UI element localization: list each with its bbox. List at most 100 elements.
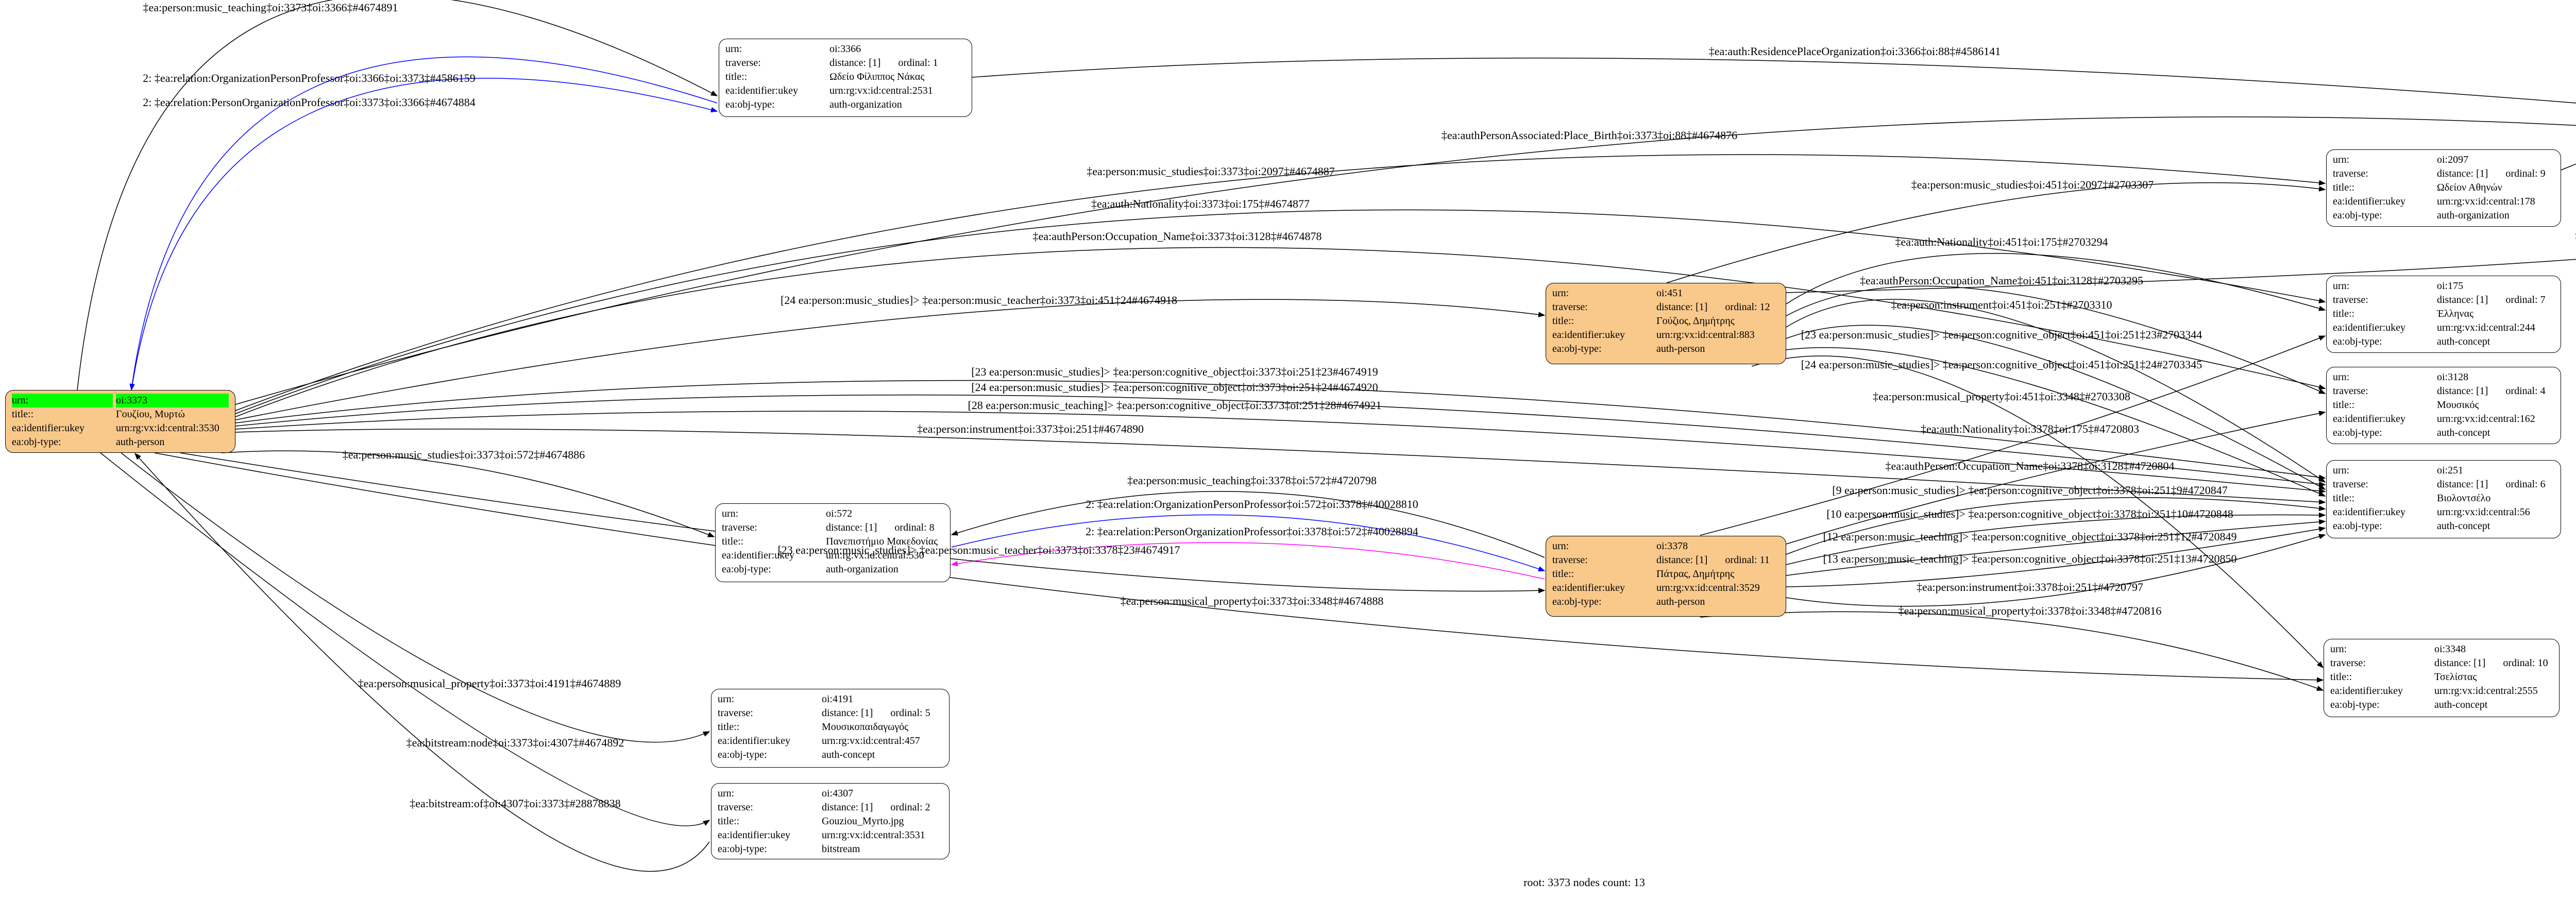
field-label: ea:identifier:ukey bbox=[1552, 582, 1625, 593]
field-value: auth-person bbox=[116, 436, 165, 448]
field-label: urn: bbox=[2333, 280, 2350, 292]
edge-label-oi3373-oi3128: ‡ea:authPerson:Occupation_Name‡oi:3373‡o… bbox=[1032, 230, 1322, 243]
edge-label-oi3373-oi3366: ‡ea:person:music_teaching‡oi:3373‡oi:336… bbox=[143, 1, 398, 14]
field-value: urn:rg:vx:id:central:2555 bbox=[2434, 685, 2538, 697]
field-label: urn: bbox=[718, 788, 735, 799]
node-oi4191[interactable]: urn: oi:4191 traverse: distance: [1] ordinal… bbox=[711, 689, 950, 768]
edge-label-oi3373-oi4307: ‡ea:bitstream:node‡oi:3373‡oi:4307‡#4674… bbox=[406, 736, 624, 749]
edge-label-oi3373-oi175: ‡ea:auth:Nationality‡oi:3373‡oi:175‡#467… bbox=[1091, 197, 1310, 210]
edge-label-oi3378-oi3348: ‡ea:person:musical_property‡oi:3378‡oi:3… bbox=[1898, 604, 2162, 617]
edge-label-oi3373-oi451: [24 ea:person:music_studies]> ‡ea:person… bbox=[780, 294, 1178, 307]
edge-line-oi3373-oi175 bbox=[235, 209, 2326, 414]
edge-line-oi3373-oi3366 bbox=[131, 78, 718, 392]
edge-line-oi3373-oi572 bbox=[221, 450, 715, 537]
field-label: title:: bbox=[718, 721, 740, 733]
edge-line-oi572-oi3378 bbox=[951, 514, 1546, 572]
field-label: ea:identifier:ukey bbox=[2333, 196, 2406, 207]
field-value: urn:rg:vx:id:central:3530 bbox=[116, 422, 219, 434]
field-label: ea:identifier:ukey bbox=[2333, 322, 2406, 333]
edge-line-oi3378-oi572 bbox=[951, 542, 1545, 580]
node-oi3128[interactable]: urn: oi:3128 traverse: distance: [1] ordinal… bbox=[2326, 367, 2561, 444]
edge-line-oi3366-oi88 bbox=[972, 57, 2576, 104]
traverse-distance: distance: [1] bbox=[2437, 294, 2488, 306]
field-label: ea:identifier:ukey bbox=[722, 550, 795, 561]
field-label: traverse: bbox=[1552, 301, 1588, 313]
field-value: urn:rg:vx:id:central:2531 bbox=[829, 85, 933, 96]
field-label: urn: bbox=[2333, 154, 2350, 165]
field-value: distance: [1] ordinal: 2 bbox=[822, 801, 943, 815]
field-value: urn:rg:vx:id:central:162 bbox=[2437, 413, 2535, 425]
traverse-distance: distance: [1] bbox=[826, 522, 877, 533]
field-value: Gouziou_Myrto.jpg bbox=[822, 816, 904, 827]
edge-label-oi3378-oi3128: ‡ea:authPerson:Occupation_Name‡oi:3378‡o… bbox=[1885, 460, 2175, 472]
field-label: urn: bbox=[12, 394, 113, 408]
traverse-distance: distance: [1] bbox=[2437, 385, 2488, 397]
field-value: auth-organization bbox=[829, 99, 902, 110]
edge-label-oi3373-oi88: ‡ea:authPersonAssociated:Place_Birth‡oi:… bbox=[1441, 129, 1738, 142]
field-value: auth-concept bbox=[2434, 699, 2488, 710]
node-oi3348[interactable]: urn: oi:3348 traverse: distance: [1] ordinal… bbox=[2324, 639, 2560, 717]
edge-label-oi3373-oi251: [24 ea:person:music_studies]> ‡ea:person… bbox=[971, 381, 1378, 394]
edge-line-oi3378-oi175 bbox=[1700, 335, 2326, 536]
field-value: Βιολοντσέλο bbox=[2437, 493, 2491, 504]
field-value: distance: [1] ordinal: 9 bbox=[2437, 167, 2554, 181]
edge-line-oi3378-oi251 bbox=[1786, 519, 2326, 576]
traverse-ordinal: ordinal: 12 bbox=[1725, 301, 1770, 313]
field-value: oi:2097 bbox=[2437, 154, 2469, 165]
field-label: ea:identifier:ukey bbox=[2330, 685, 2403, 697]
field-label: ea:obj-type: bbox=[12, 436, 61, 448]
field-value: oi:572 bbox=[826, 508, 853, 519]
field-label: ea:identifier:ukey bbox=[718, 829, 791, 841]
field-value: Πανεπιστήμιο Μακεδονίας bbox=[826, 536, 938, 547]
edge-line-oi3373-oi88 bbox=[235, 116, 2576, 405]
edge-line-oi3366-oi3373 bbox=[129, 56, 718, 391]
traverse-ordinal: ordinal: 9 bbox=[2505, 168, 2546, 179]
field-label: urn: bbox=[718, 693, 735, 705]
edge-line-oi451-oi3348 bbox=[1751, 355, 2324, 669]
field-value: urn:rg:vx:id:central:56 bbox=[2437, 506, 2530, 518]
field-value: oi:3128 bbox=[2437, 371, 2469, 383]
edge-label-oi3373-oi4191: ‡ea:person:musical_property‡oi:3373‡oi:4… bbox=[358, 677, 621, 690]
field-label: ea:identifier:ukey bbox=[725, 85, 799, 96]
traverse-ordinal: ordinal: 7 bbox=[2505, 294, 2546, 306]
field-value: auth-concept bbox=[2437, 336, 2490, 347]
edge-label-oi3373-oi251: ‡ea:person:instrument‡oi:3373‡oi:251‡#46… bbox=[917, 422, 1144, 435]
edge-line-oi4307-oi3373 bbox=[134, 452, 710, 872]
edge-line-oi2097-oi88 bbox=[2561, 163, 2576, 171]
edge-label-oi3378-oi251: [9 ea:person:music_studies]> ‡ea:person:… bbox=[1832, 484, 2228, 497]
field-label: urn: bbox=[1552, 287, 1569, 299]
edge-line-oi3378-oi3128 bbox=[1786, 411, 2326, 545]
field-value: Έλληνας bbox=[2437, 308, 2473, 319]
field-label: traverse: bbox=[2330, 657, 2366, 669]
edge-label-oi3378-oi251: [13 ea:person:music_teaching]> ‡ea:perso… bbox=[1823, 552, 2237, 565]
field-value: auth-organization bbox=[2437, 210, 2510, 221]
node-oi251[interactable]: urn: oi:251 traverse: distance: [1] ordinal:… bbox=[2326, 460, 2561, 538]
edge-line-oi3378-oi572 bbox=[951, 491, 1545, 558]
edge-line-oi3373-oi3378 bbox=[180, 452, 1546, 593]
field-value: Μουσικός bbox=[2437, 399, 2479, 411]
node-oi3366[interactable]: urn: oi:3366 traverse: distance: [1] ordinal… bbox=[719, 39, 972, 117]
edge-line-oi451-oi3128 bbox=[1786, 285, 2326, 394]
edge-label-oi451-oi251: ‡ea:person:instrument‡oi:451‡oi:251‡#270… bbox=[1891, 298, 2112, 311]
status-text: root: 3373 nodes count: 13 bbox=[1523, 876, 1645, 889]
node-oi451[interactable]: urn: oi:451 traverse: distance: [1] ordinal:… bbox=[1546, 283, 1786, 364]
node-oi3373[interactable]: urn: oi:3373 title:: Γουζίου, Μυρτώ ea:ident… bbox=[5, 390, 235, 453]
field-value: Ωδείο Φίλιππος Νάκας bbox=[829, 71, 925, 82]
edge-line-oi451-oi251 bbox=[1786, 347, 2326, 497]
field-value: Γουζίου, Μυρτώ bbox=[116, 409, 185, 420]
field-label: title:: bbox=[718, 816, 740, 827]
node-oi572[interactable]: urn: oi:572 traverse: distance: [1] ordinal:… bbox=[715, 503, 951, 582]
edge-label-oi3378-oi251: [12 ea:person:music_teaching]> ‡ea:perso… bbox=[1823, 530, 2237, 543]
edge-line-oi3373-oi3366 bbox=[77, 0, 718, 391]
node-oi2097[interactable]: urn: oi:2097 traverse: distance: [1] ordinal… bbox=[2326, 149, 2561, 227]
field-value: auth-organization bbox=[826, 564, 899, 575]
field-label: title:: bbox=[2333, 182, 2355, 193]
field-value: distance: [1] ordinal: 4 bbox=[2437, 384, 2554, 398]
edge-line-oi3373-oi3128 bbox=[235, 247, 2326, 417]
edge-line-oi3373-oi451 bbox=[235, 299, 1546, 420]
node-oi175[interactable]: urn: oi:175 traverse: distance: [1] ordinal:… bbox=[2326, 276, 2561, 353]
field-label: ea:identifier:ukey bbox=[12, 422, 85, 434]
node-oi4307[interactable]: urn: oi:4307 traverse: distance: [1] ordinal… bbox=[711, 783, 950, 859]
node-oi3378[interactable]: urn: oi:3378 traverse: distance: [1] ordinal… bbox=[1546, 536, 1786, 617]
